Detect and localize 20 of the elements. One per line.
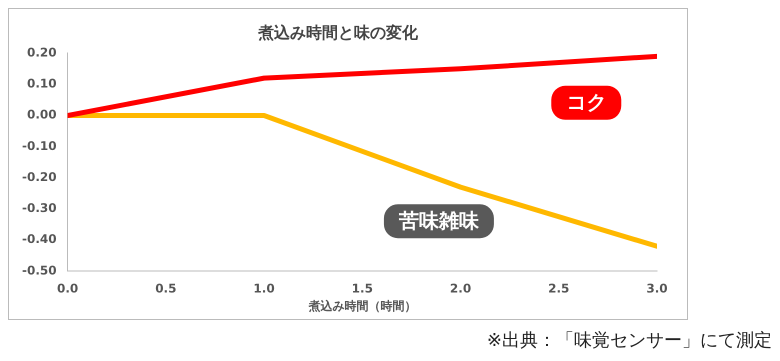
x-tick-label: 1.5 [352,282,373,296]
y-tick-label: -0.40 [22,232,57,246]
x-tick-label: 3.0 [646,282,668,296]
series-label: コク [566,90,606,114]
y-tick-label: 0.20 [26,45,57,60]
text: ※出典：「味覚センサー」にて測定 [486,329,772,352]
y-tick-label: 0.10 [26,76,57,90]
x-tick-label: 0.0 [56,282,78,296]
y-tick-label: -0.20 [22,170,57,184]
y-tick-label: -0.30 [22,201,57,216]
series-label: 苦味雑味 [398,208,480,232]
y-tick-label: -0.50 [22,263,57,278]
x-tick-label: 2.0 [450,282,472,296]
chart-title: 煮込み時間と味の変化 [257,22,419,42]
y-tick-label: 0.00 [26,108,57,122]
x-tick-label: 1.0 [253,282,275,296]
x-tick-label: 0.5 [155,282,176,296]
y-tick-label: -0.10 [22,138,57,153]
x-axis-title: 煮込み時間（時間） [307,298,416,313]
x-tick-label: 2.5 [548,282,570,296]
